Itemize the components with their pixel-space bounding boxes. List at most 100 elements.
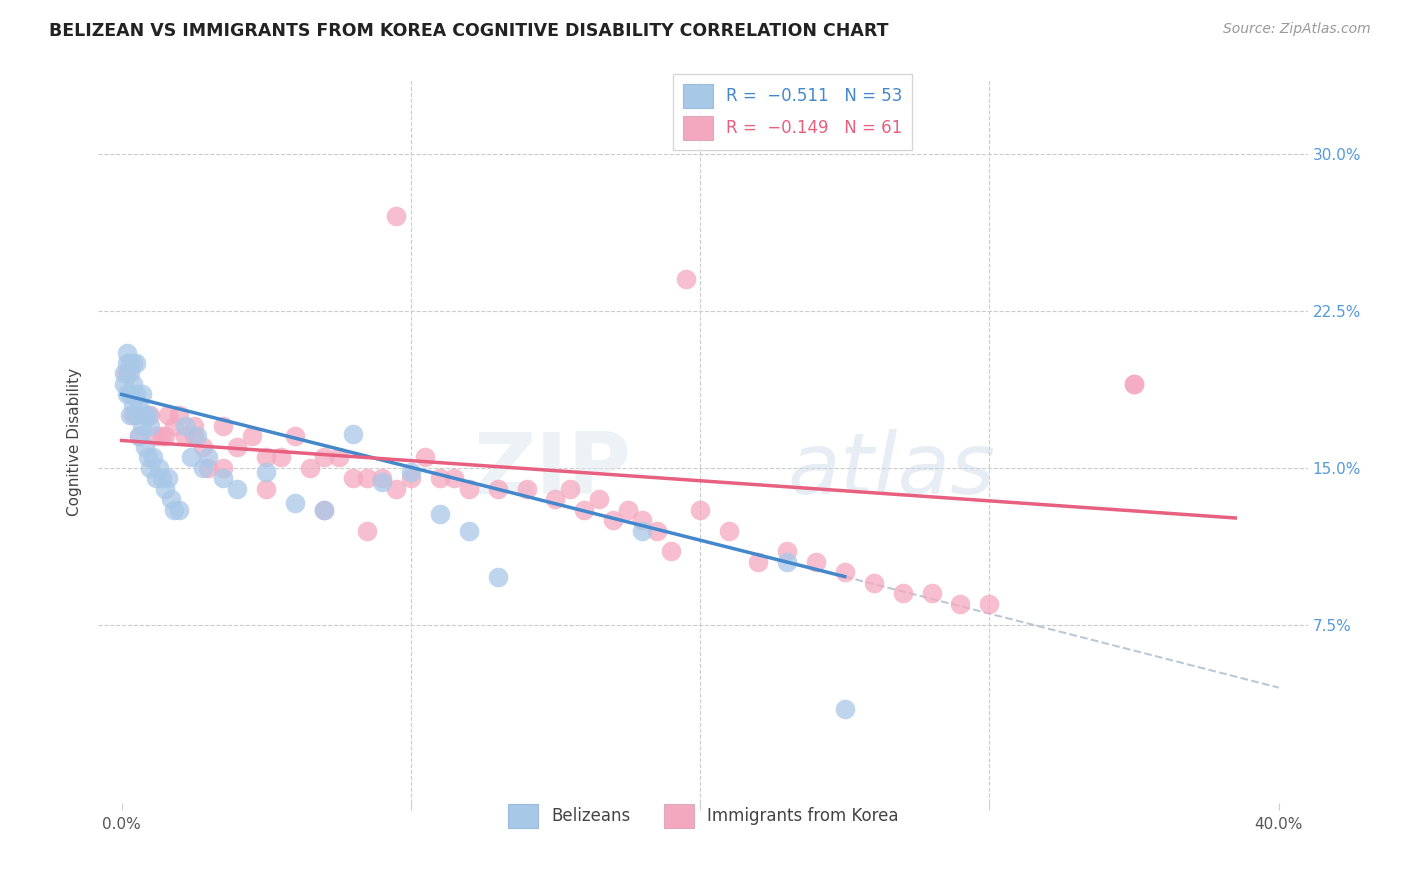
Point [162, 502, 184, 516]
Point [284, 496, 307, 510]
Point [174, 429, 197, 443]
Point [645, 524, 668, 538]
Point [1123, 376, 1146, 391]
Text: atlas: atlas [787, 429, 995, 512]
Point [117, 367, 139, 381]
Point [162, 418, 184, 433]
Point [588, 492, 610, 507]
Point [122, 409, 145, 423]
Point [457, 482, 479, 496]
Point [371, 475, 394, 490]
Point [312, 450, 335, 465]
Point [186, 429, 208, 443]
Point [356, 471, 378, 485]
Point [174, 418, 197, 433]
Point [128, 398, 150, 412]
Point [413, 450, 436, 465]
Legend: Belizeans, Immigrants from Korea: Belizeans, Immigrants from Korea [501, 797, 905, 834]
Point [979, 597, 1001, 611]
Point [134, 409, 156, 423]
Point [139, 460, 162, 475]
Point [371, 471, 394, 485]
Point [120, 356, 142, 370]
Point [776, 555, 799, 569]
Point [254, 482, 277, 496]
Point [125, 387, 148, 401]
Point [125, 356, 148, 370]
Point [142, 450, 165, 465]
Point [544, 492, 567, 507]
Point [120, 367, 142, 381]
Point [139, 409, 162, 423]
Point [804, 555, 827, 569]
Point [117, 387, 139, 401]
Point [128, 429, 150, 443]
Point [240, 429, 263, 443]
Point [120, 409, 142, 423]
Point [834, 701, 856, 715]
Point [122, 376, 145, 391]
Point [122, 356, 145, 370]
Point [117, 345, 139, 359]
Point [183, 429, 205, 443]
Point [145, 471, 167, 485]
Point [747, 555, 769, 569]
Point [191, 440, 214, 454]
Text: Source: ZipAtlas.com: Source: ZipAtlas.com [1223, 22, 1371, 37]
Point [226, 482, 249, 496]
Point [328, 450, 350, 465]
Point [486, 482, 509, 496]
Point [136, 450, 159, 465]
Text: ZIP: ZIP [472, 429, 630, 512]
Point [122, 398, 145, 412]
Point [689, 502, 711, 516]
Point [169, 409, 191, 423]
Point [150, 471, 173, 485]
Point [949, 597, 972, 611]
Point [169, 502, 191, 516]
Point [145, 429, 167, 443]
Point [631, 524, 654, 538]
Point [131, 418, 153, 433]
Point [134, 440, 156, 454]
Point [574, 502, 596, 516]
Point [153, 482, 176, 496]
Point [156, 409, 179, 423]
Point [399, 471, 422, 485]
Point [131, 387, 153, 401]
Point [515, 482, 537, 496]
Point [270, 450, 292, 465]
Point [631, 513, 654, 527]
Point [284, 429, 307, 443]
Point [342, 471, 364, 485]
Point [457, 524, 479, 538]
Point [659, 544, 682, 558]
Point [128, 429, 150, 443]
Point [156, 471, 179, 485]
Point [443, 471, 465, 485]
Point [159, 492, 181, 507]
Point [153, 429, 176, 443]
Point [1123, 376, 1146, 391]
Point [921, 586, 943, 600]
Point [120, 387, 142, 401]
Y-axis label: Cognitive Disability: Cognitive Disability [67, 368, 83, 516]
Point [191, 460, 214, 475]
Point [718, 524, 741, 538]
Point [862, 575, 884, 590]
Point [148, 460, 170, 475]
Point [180, 450, 202, 465]
Point [429, 507, 451, 521]
Point [429, 471, 451, 485]
Text: BELIZEAN VS IMMIGRANTS FROM KOREA COGNITIVE DISABILITY CORRELATION CHART: BELIZEAN VS IMMIGRANTS FROM KOREA COGNIT… [49, 22, 889, 40]
Point [254, 465, 277, 479]
Point [558, 482, 581, 496]
Point [197, 450, 219, 465]
Point [117, 356, 139, 370]
Point [211, 460, 233, 475]
Point [385, 210, 408, 224]
Point [150, 429, 173, 443]
Point [211, 418, 233, 433]
Point [312, 502, 335, 516]
Point [125, 409, 148, 423]
